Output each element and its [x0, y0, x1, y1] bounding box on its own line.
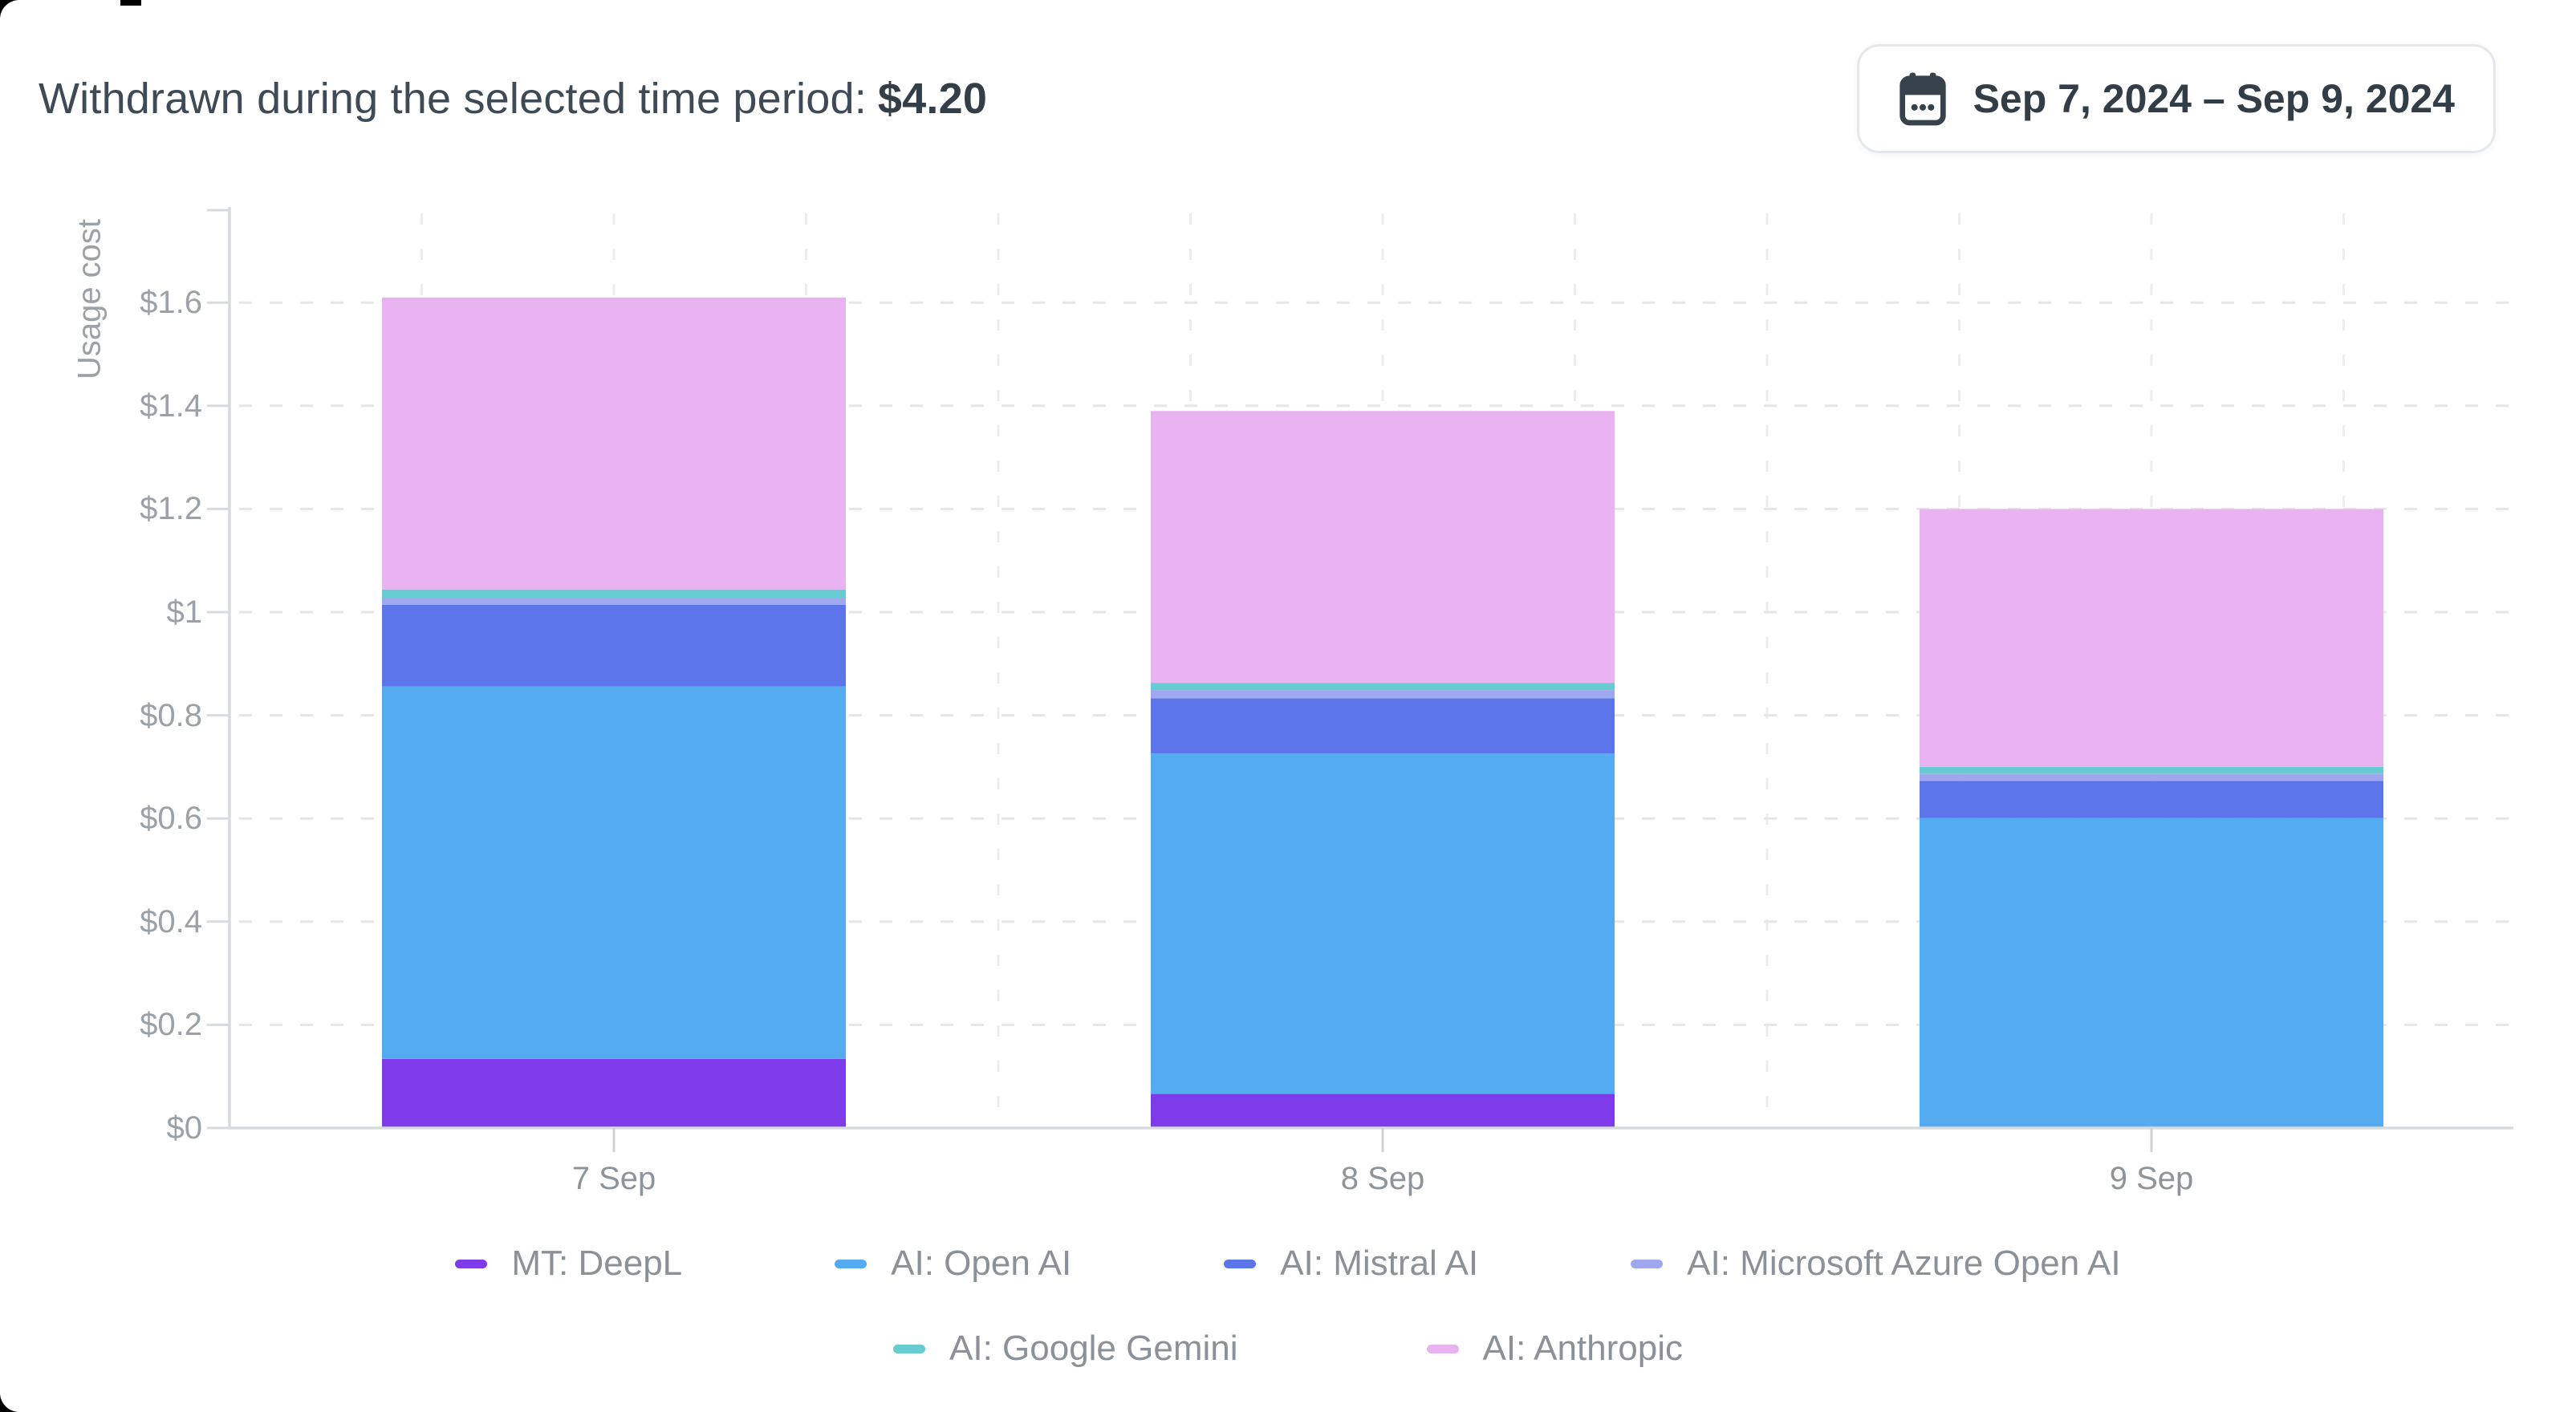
bar-segment[interactable]: [1920, 818, 2383, 1128]
bar-segment[interactable]: [1920, 773, 2383, 781]
legend-row: MT: DeepL AI: Open AI AI: Mistral AI AI:…: [455, 1244, 2121, 1284]
legend-item-mt-deepl[interactable]: MT: DeepL: [455, 1244, 682, 1284]
legend-item-ai-open-ai[interactable]: AI: Open AI: [835, 1244, 1071, 1284]
bar-segment[interactable]: [382, 589, 846, 598]
y-tick-label: $1: [166, 594, 203, 630]
legend-item-label: AI: Open AI: [891, 1244, 1072, 1283]
date-range-button[interactable]: Sep 7, 2024 – Sep 9, 2024: [1856, 44, 2496, 153]
y-tick-label: $1.2: [140, 491, 202, 526]
legend-item-ai-mistral-ai[interactable]: AI: Mistral AI: [1224, 1244, 1478, 1284]
y-tick-label: $1.4: [140, 388, 202, 424]
y-tick-label: $0.4: [140, 904, 202, 939]
legend-marker: [1426, 1344, 1459, 1353]
bar-segment[interactable]: [382, 686, 846, 1059]
bar-segment[interactable]: [382, 604, 846, 687]
legend-marker: [1631, 1259, 1664, 1268]
withdrawn-amount: $4.20: [877, 75, 988, 123]
calendar-icon: [1899, 72, 1946, 126]
y-tick-label: $0.8: [140, 698, 202, 733]
bar-segment[interactable]: [1151, 753, 1615, 1094]
bar-segment[interactable]: [1920, 766, 2383, 774]
legend-item-ai-anthropic[interactable]: AI: Anthropic: [1426, 1329, 1683, 1369]
bar-segment[interactable]: [1920, 509, 2383, 767]
legend-item-label: AI: Microsoft Azure Open AI: [1687, 1244, 2121, 1283]
legend-item-label: MT: DeepL: [511, 1244, 683, 1283]
legend-marker: [1224, 1259, 1257, 1268]
legend-row: AI: Google Gemini AI: Anthropic: [893, 1329, 1683, 1369]
y-tick-label: $0: [166, 1110, 203, 1146]
legend-item-label: AI: Mistral AI: [1280, 1244, 1479, 1283]
bar-segment[interactable]: [1151, 698, 1615, 754]
bar-segment[interactable]: [382, 1058, 846, 1128]
bar-segment[interactable]: [382, 597, 846, 605]
bar-segment[interactable]: [1920, 781, 2383, 818]
bar-segment[interactable]: [1151, 411, 1615, 684]
bar-segment[interactable]: [1151, 1093, 1615, 1128]
x-tick-label: 9 Sep: [2109, 1161, 2194, 1196]
withdrawn-label: Withdrawn during the selected time perio…: [39, 75, 867, 123]
page-title: Withdrawn during the selected time perio…: [39, 72, 987, 125]
bar-segment[interactable]: [1151, 683, 1615, 691]
legend-item-label: AI: Google Gemini: [949, 1329, 1238, 1368]
legend-item-label: AI: Anthropic: [1482, 1329, 1683, 1368]
legend-marker: [455, 1259, 488, 1268]
card-rounded-corner: [0, 0, 48, 48]
legend: MT: DeepL AI: Open AI AI: Mistral AI AI:…: [0, 1244, 2576, 1369]
crop-artifact: [120, 0, 141, 6]
date-range-label: Sep 7, 2024 – Sep 9, 2024: [1973, 76, 2455, 121]
legend-marker: [893, 1344, 925, 1353]
y-tick-label: $1.6: [140, 285, 202, 320]
card-rounded-corner: [0, 1364, 48, 1412]
bar-segment[interactable]: [382, 297, 846, 590]
legend-item-ai-microsoft-azure-open-ai[interactable]: AI: Microsoft Azure Open AI: [1631, 1244, 2121, 1284]
y-tick-label: $0.2: [140, 1007, 202, 1042]
bar-segment[interactable]: [1151, 690, 1615, 699]
x-tick-label: 8 Sep: [1340, 1161, 1425, 1196]
x-tick-label: 7 Sep: [571, 1161, 656, 1196]
legend-item-ai-google-gemini[interactable]: AI: Google Gemini: [893, 1329, 1238, 1369]
legend-marker: [835, 1259, 867, 1268]
y-tick-label: $0.6: [140, 801, 202, 836]
